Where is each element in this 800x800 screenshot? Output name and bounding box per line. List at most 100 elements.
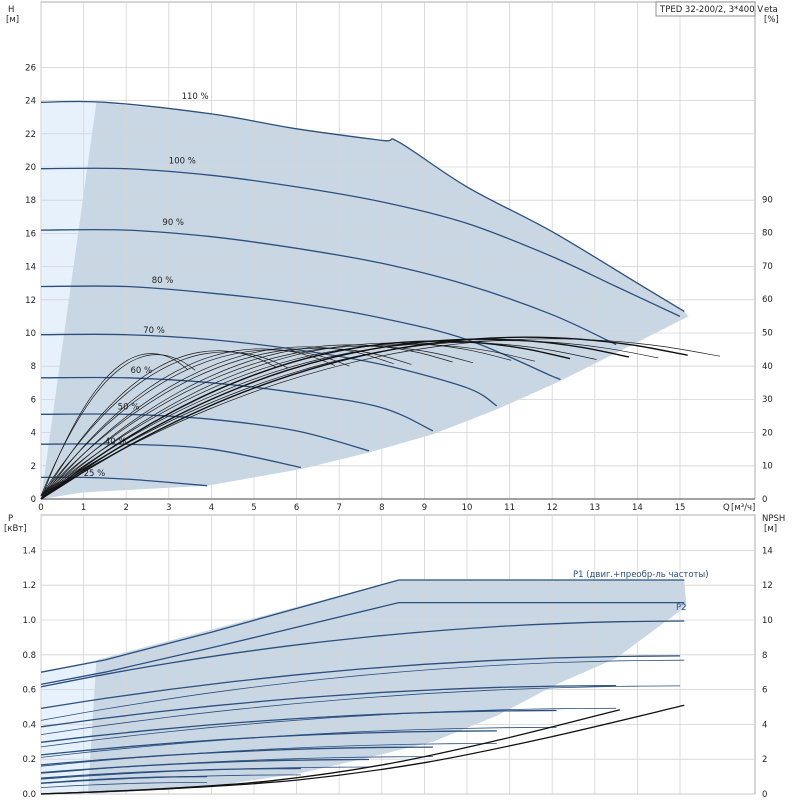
q-axis-label: Q [723,503,730,513]
speed-label: 100 % [169,157,196,167]
q-tick-label: 10 [462,503,473,513]
eta-tick-label: 50 [762,329,773,339]
p2-curve [40,727,557,758]
p1-curve [40,685,617,728]
p1-curve [40,709,557,743]
q-tick-label: 4 [209,503,214,513]
min-flow-zone-bottom [41,660,97,794]
h-tick-label: 18 [25,196,36,206]
h-tick-label: 10 [25,329,36,339]
q-tick-label: 13 [589,503,600,513]
eta-curve-thin [40,354,196,496]
chart-title: TPED 32-200/2, 3*400 V [659,5,763,15]
top-axes-ticks: 0246810121416182022242601020304050607080… [25,63,773,513]
p-tick-label: 0.0 [22,790,36,800]
h-tick-label: 2 [31,462,36,472]
p-tick-label: 0.8 [22,651,36,661]
p1-curve [40,758,370,774]
q-tick-label: 11 [504,503,515,513]
eta-axis-unit: [%] [764,15,779,25]
p2-curve [40,659,685,721]
hq-curve-80pct [40,285,561,381]
speed-label: 40 % [105,437,127,447]
speed-label: 50 % [118,402,140,412]
p-tick-label: 0.4 [22,720,36,730]
operating-zone-bottom [87,579,687,794]
q-tick-label: 1 [81,503,86,513]
npsh-tick-label: 4 [762,720,767,730]
npsh-tick-label: 12 [762,581,773,591]
eta-tick-label: 60 [762,295,773,305]
eta-tick-label: 80 [762,229,773,239]
q-tick-label: 7 [336,503,341,513]
npsh-tick-label: 8 [762,651,767,661]
eta-tick-label: 90 [762,195,773,205]
speed-label: 80 % [152,276,174,286]
p2-curve [40,766,370,780]
p1-curve [40,655,681,710]
operating-zone [41,102,689,499]
npsh-curve-2 [40,709,621,795]
speed-label: 110 % [182,92,209,102]
h-tick-label: 0 [31,495,36,505]
eta-curve-thin [40,351,289,496]
eta-axis-label: eta [764,5,778,15]
eta-curve-thin [40,343,535,496]
p1-curve [40,620,685,688]
h-tick-label: 20 [25,163,36,173]
hq-curves: 110 % 100 % 90 % 80 % 70 % 60 % 50 % 40 % 25 % [40,92,685,487]
p2-curve [40,685,681,735]
q-tick-label: 0 [38,503,43,513]
h-tick-label: 24 [25,97,36,107]
q-tick-label: 12 [547,503,558,513]
h-axis-label: H [8,5,14,15]
eta-curve-thin [40,338,721,497]
npsh-tick-label: 2 [762,755,767,765]
p1-envelope [40,579,685,673]
h-tick-label: 4 [31,429,36,439]
speed-label: 60 % [130,366,152,376]
p-tick-label: 1.2 [22,581,36,591]
p2-curve [40,743,497,767]
h-tick-label: 12 [25,296,36,306]
p1-label: P1 (двиг.+преобр-ль частоты) [573,570,709,580]
p2-curve [40,782,208,788]
hq-curve-60pct [40,376,434,432]
h-tick-label: 16 [25,229,36,239]
eta-curve-thin [40,342,597,496]
q-tick-label: 3 [166,503,171,513]
q-tick-label: 14 [632,503,643,513]
bottom-axes-ticks: 0.0 0.2 0.4 0.6 0.8 1.0 1.2 1.4 0 2 4 6 8 10 12 14 [22,546,772,800]
h-tick-label: 6 [31,395,36,405]
h-axis-unit: [м] [6,15,19,25]
p2-envelope [40,601,685,686]
efficiency-curves [40,336,721,500]
p-axis-label: P [8,514,13,524]
hq-curve-100pct [40,167,681,317]
npsh-axis-label: NPSH [762,514,785,524]
eta-tick-label: 40 [762,362,773,372]
q-tick-label: 15 [675,503,686,513]
npsh-tick-label: 6 [762,686,767,696]
h-tick-label: 22 [25,130,36,140]
speed-label: 70 % [143,326,165,336]
h-tick-label: 8 [31,362,36,372]
p-tick-label: 0.6 [22,686,36,696]
q-axis-unit: [м³/ч] [731,503,755,513]
eta-tick-label: 20 [762,428,773,438]
p-tick-label: 0.2 [22,755,36,765]
hq-curve-110pct [40,100,685,312]
npsh-tick-label: 14 [762,546,773,556]
npsh-tick-label: 10 [762,616,773,626]
eta-curve-thin [40,340,659,496]
q-tick-label: 8 [379,503,384,513]
eta-tick-label: 0 [762,495,767,505]
h-tick-label: 26 [25,63,36,73]
operating-range-top [41,102,689,499]
p1-curve [40,746,433,766]
p-axis-unit: [кВт] [4,524,27,534]
p-tick-label: 1.4 [22,546,36,556]
q-tick-label: 2 [123,503,128,513]
eta-tick-label: 30 [762,395,773,405]
